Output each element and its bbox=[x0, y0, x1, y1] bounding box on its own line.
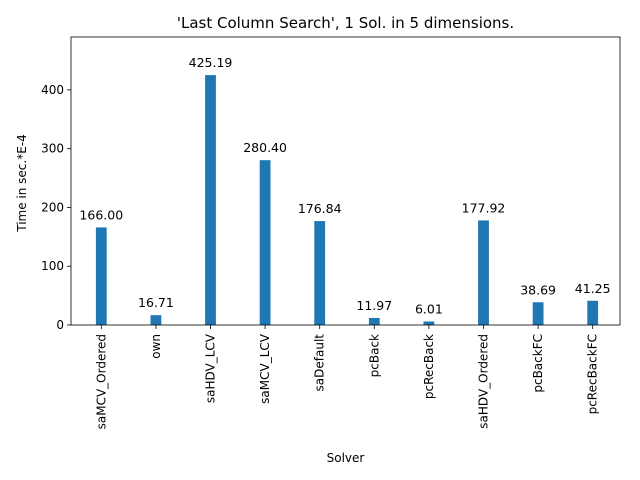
data-label: 166.00 bbox=[79, 207, 123, 222]
data-label: 177.92 bbox=[462, 200, 506, 215]
bar bbox=[205, 75, 216, 325]
y-tick-label: 200 bbox=[41, 200, 64, 214]
data-label: 16.71 bbox=[138, 295, 174, 310]
y-tick-label: 100 bbox=[41, 259, 64, 273]
y-tick-label: 300 bbox=[41, 142, 64, 156]
data-label: 425.19 bbox=[189, 55, 233, 70]
x-tick-label: pcBack bbox=[367, 334, 381, 377]
x-tick-label: own bbox=[149, 334, 163, 359]
y-tick-label: 0 bbox=[56, 318, 64, 332]
x-tick-label: pcRecBackFC bbox=[586, 334, 600, 414]
x-tick-label: saDefault bbox=[313, 334, 327, 392]
bar bbox=[587, 300, 599, 325]
x-tick-label: pcBackFC bbox=[531, 334, 545, 393]
x-tick-label: saHDV_Ordered bbox=[477, 334, 491, 429]
x-tick-label: saHDV_LCV bbox=[204, 333, 218, 403]
bar bbox=[423, 321, 435, 325]
data-label: 41.25 bbox=[575, 281, 611, 296]
data-label: 176.84 bbox=[298, 201, 342, 216]
axes-frame bbox=[70, 36, 621, 326]
x-tick-label: pcRecBack bbox=[422, 334, 436, 399]
plot-area: 166.00 saMCV_Ordered 16.71 own 425.19 saHDV_L… bbox=[41, 36, 621, 429]
x-axis-label: Solver bbox=[327, 451, 365, 465]
data-label: 6.01 bbox=[415, 301, 443, 316]
chart-title: 'Last Column Search', 1 Sol. in 5 dimens… bbox=[177, 14, 514, 32]
data-label: 280.40 bbox=[243, 140, 287, 155]
y-axis-label: Time in sec.*E-4 bbox=[15, 134, 29, 233]
bar bbox=[368, 317, 380, 325]
x-tick-label: saMCV_LCV bbox=[258, 333, 272, 404]
data-label: 38.69 bbox=[520, 282, 556, 297]
bar bbox=[95, 227, 107, 325]
bar bbox=[259, 160, 271, 325]
data-label: 11.97 bbox=[356, 298, 392, 313]
bar bbox=[532, 302, 544, 325]
bar bbox=[478, 220, 489, 325]
x-tick-label: saMCV_Ordered bbox=[94, 334, 108, 429]
y-tick-label: 400 bbox=[41, 83, 64, 97]
bar bbox=[150, 315, 162, 325]
bar bbox=[314, 221, 326, 325]
